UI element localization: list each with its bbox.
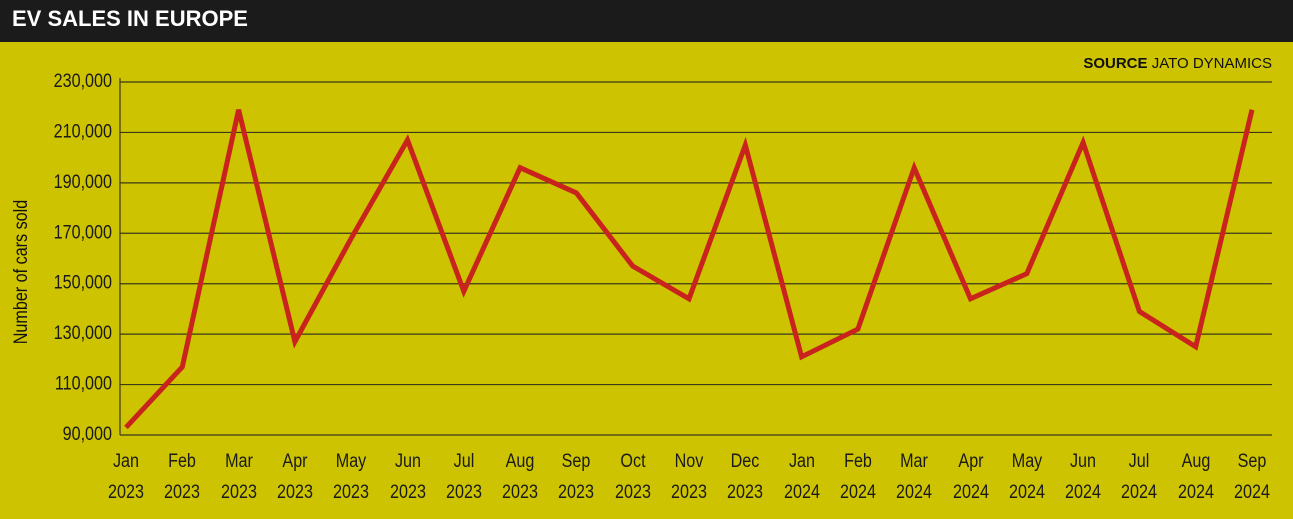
x-tick-label: May 2024 <box>1008 451 1045 503</box>
x-tick-label: Jun 2024 <box>1065 451 1102 503</box>
x-tick-label: Apr 2023 <box>276 451 313 503</box>
x-tick-label: Aug 2023 <box>502 451 539 503</box>
y-tick-label: 110,000 <box>55 372 112 394</box>
x-tick-label: Sep 2023 <box>558 451 595 503</box>
y-tick-label: 210,000 <box>54 120 113 142</box>
y-tick-label: 170,000 <box>54 221 113 243</box>
x-tick-label: Jul 2023 <box>445 451 482 503</box>
y-axis-label: Number of cars sold <box>10 200 32 344</box>
y-tick-label: 90,000 <box>63 423 113 445</box>
x-tick-label: Jun 2023 <box>389 451 426 503</box>
y-tick-label: 230,000 <box>54 70 113 92</box>
x-tick-label: May 2023 <box>333 451 370 503</box>
x-tick-label: Mar 2023 <box>220 451 257 503</box>
x-tick-label: Mar 2024 <box>896 451 933 503</box>
x-tick-label: Sep 2024 <box>1234 451 1270 503</box>
data-line <box>124 109 1255 430</box>
x-tick-label: Oct 2023 <box>614 451 651 503</box>
x-tick-label: Jan 2023 <box>108 451 144 503</box>
chart-title: EV SALES IN EUROPE <box>12 6 248 31</box>
source-name: JATO DYNAMICS <box>1152 55 1272 72</box>
source-label: SOURCE <box>1083 55 1147 72</box>
x-tick-label: Apr 2024 <box>952 451 989 503</box>
x-tick-label: Dec 2023 <box>727 451 764 503</box>
x-tick-label: Feb 2024 <box>839 451 876 503</box>
source: SOURCE JATO DYNAMICS <box>1083 55 1272 72</box>
y-tick-label: 150,000 <box>54 271 113 293</box>
x-tick-label: Jul 2024 <box>1121 451 1158 503</box>
x-tick-label: Nov 2023 <box>671 451 707 503</box>
x-tick-label: Feb 2023 <box>164 451 201 503</box>
x-tick-label: Aug 2024 <box>1177 451 1214 503</box>
x-tick-label: Jan 2024 <box>783 451 820 503</box>
y-tick-label: 190,000 <box>54 171 113 193</box>
header-bar <box>0 0 1293 42</box>
y-tick-label: 130,000 <box>54 322 113 344</box>
